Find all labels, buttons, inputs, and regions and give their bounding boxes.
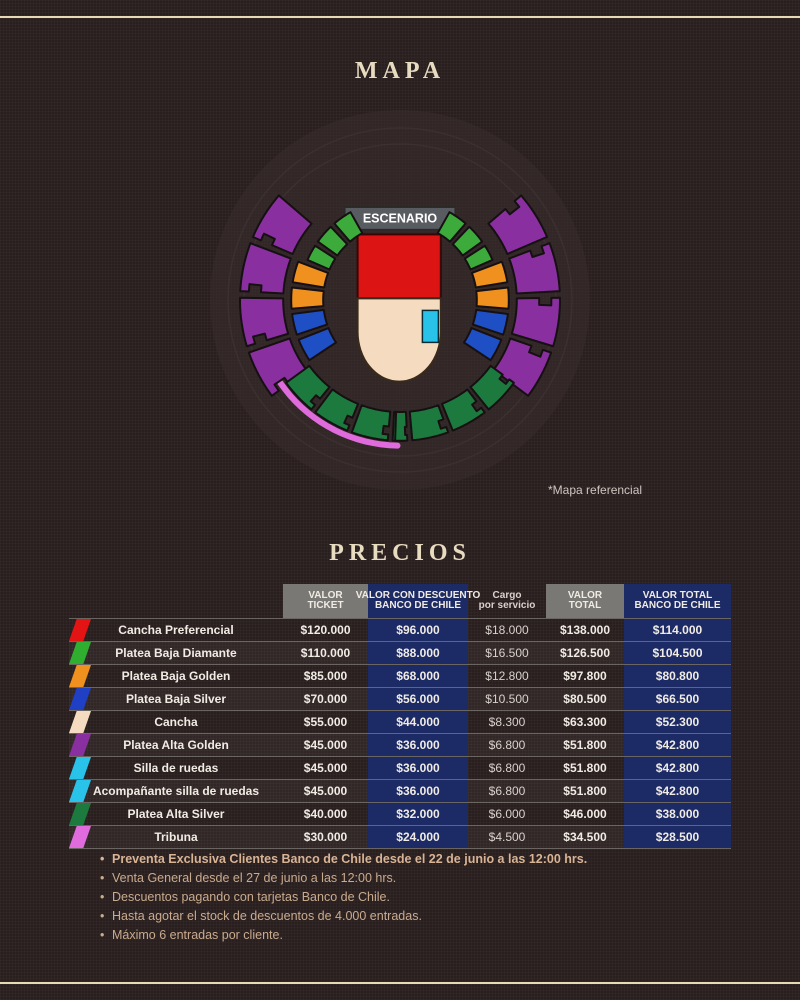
svg-text:ESCENARIO: ESCENARIO <box>363 212 438 226</box>
